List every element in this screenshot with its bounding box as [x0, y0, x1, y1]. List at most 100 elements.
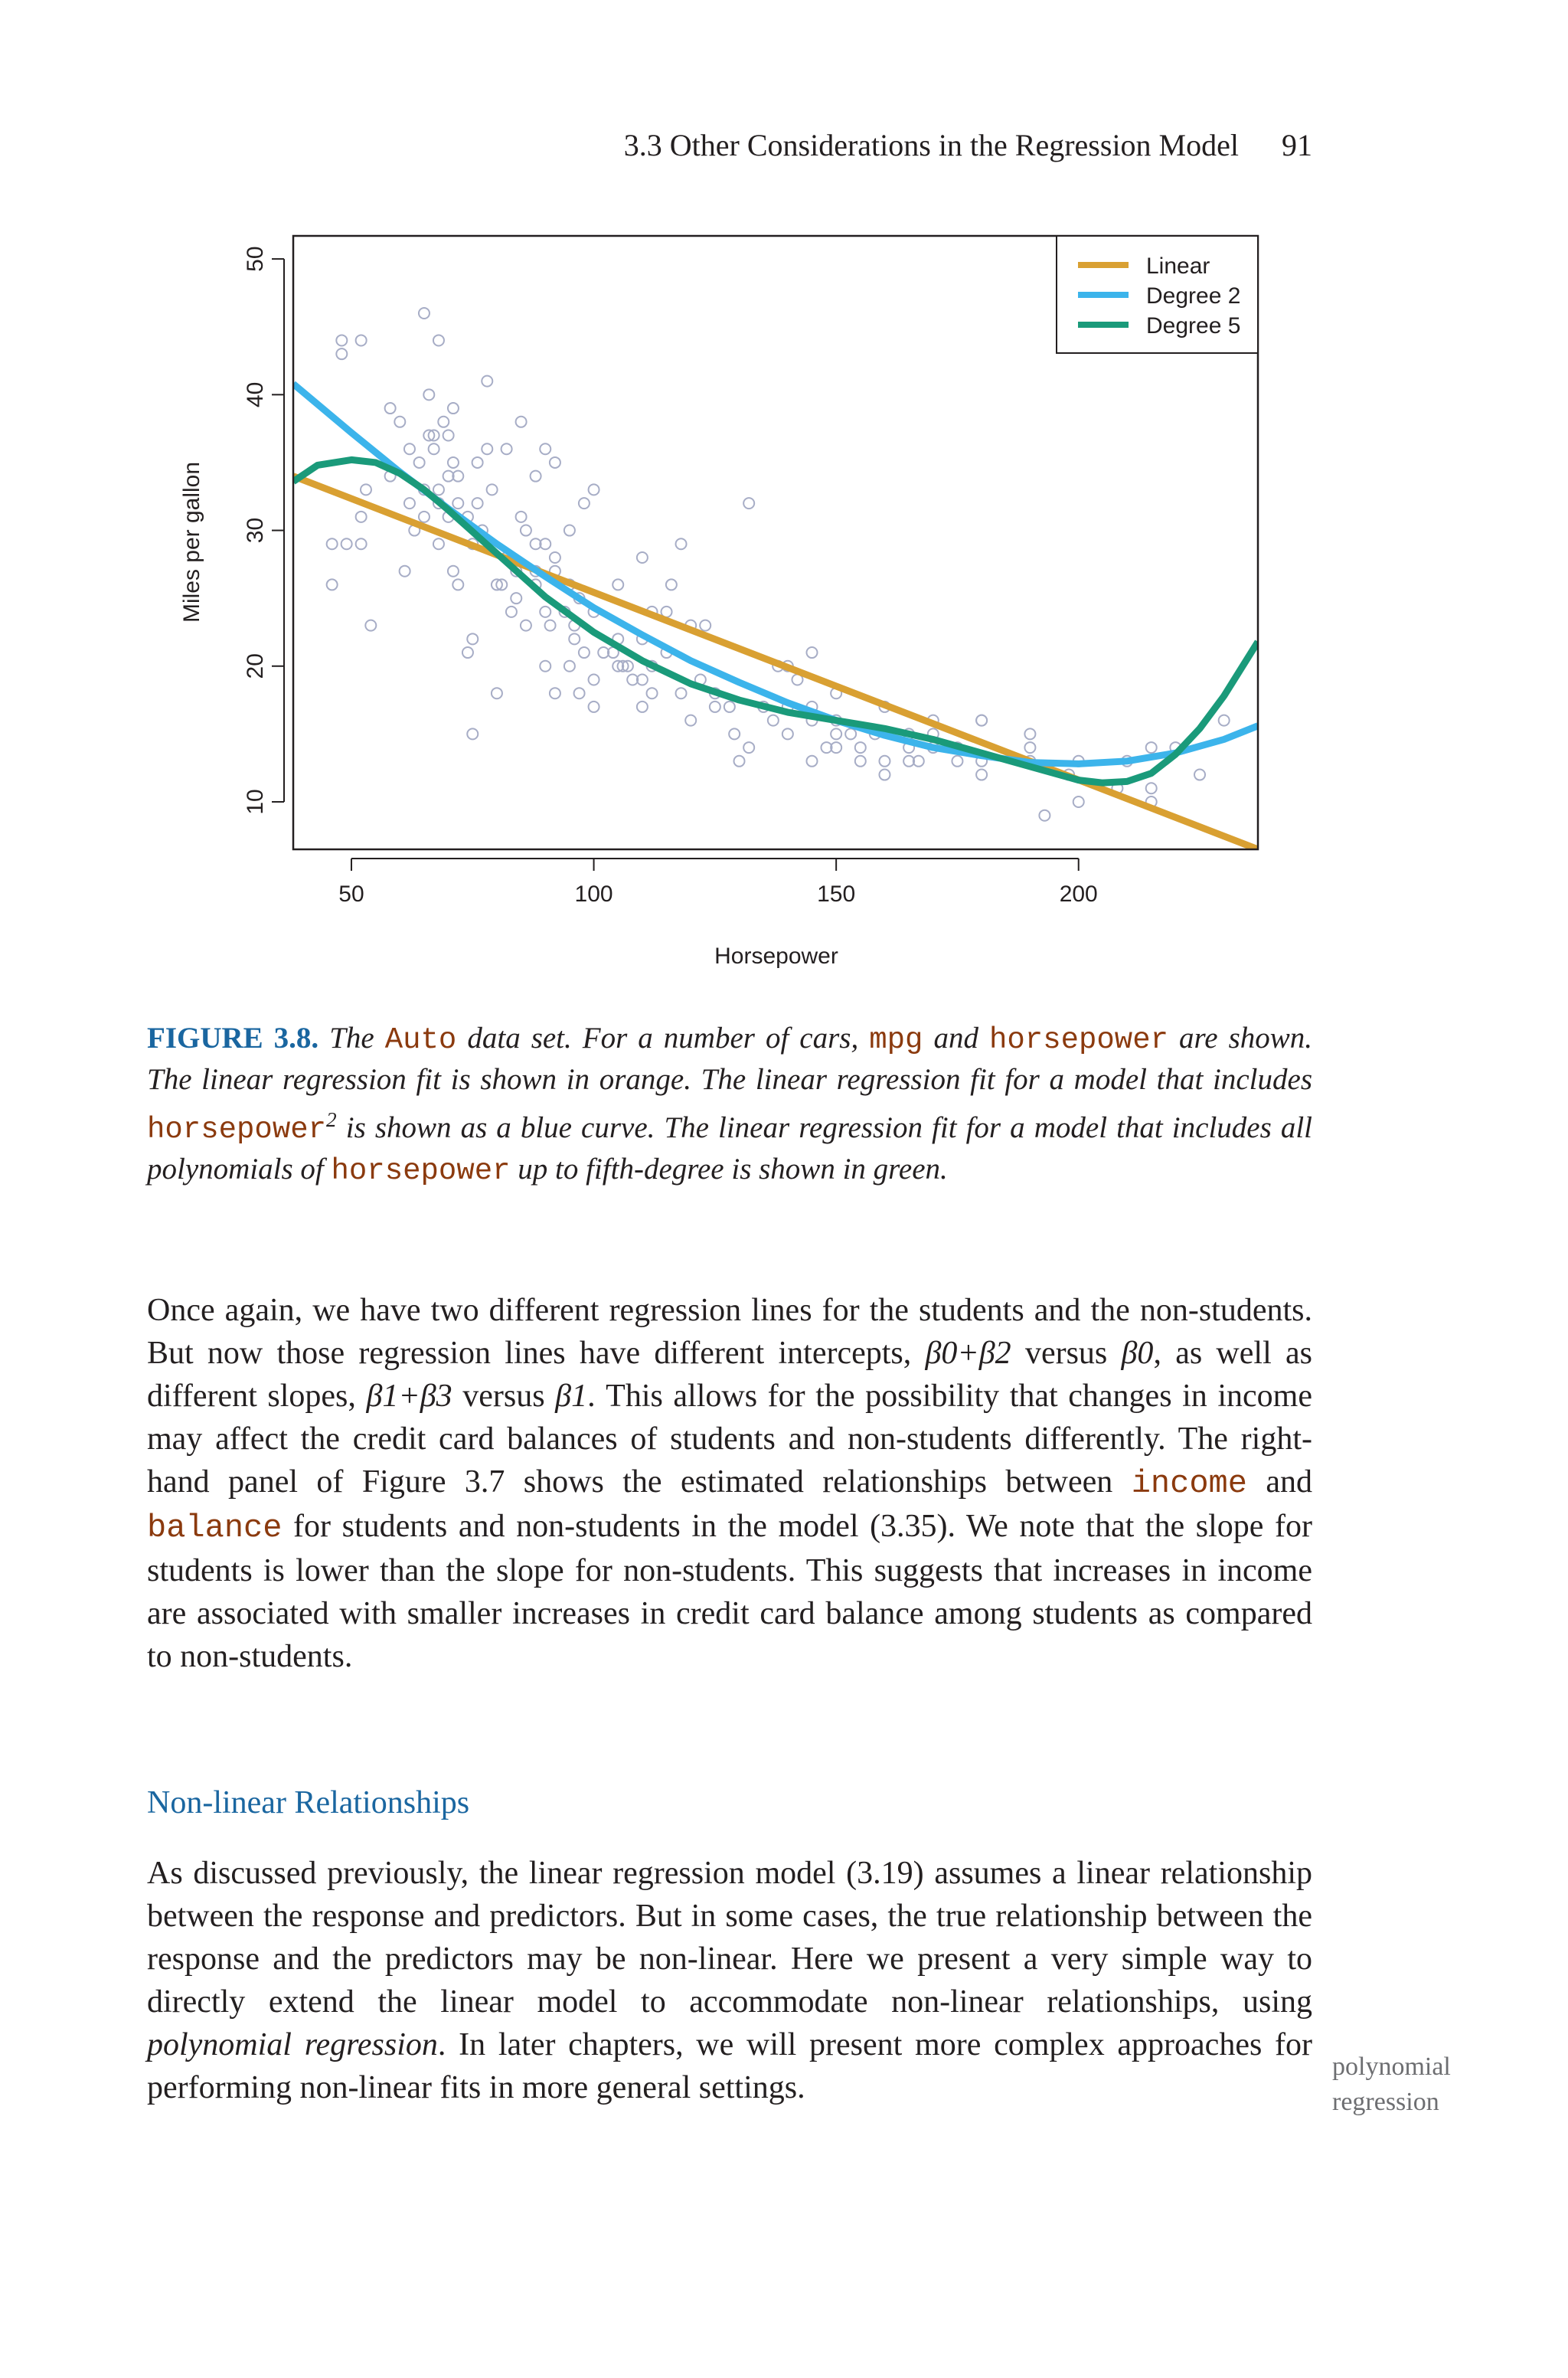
- header-section-title: 3.3 Other Considerations in the Regressi…: [623, 128, 1239, 162]
- data-point: [452, 497, 465, 510]
- data-point: [1145, 741, 1158, 754]
- data-point: [563, 659, 576, 672]
- paragraph-text: Once again, we have two different regres…: [147, 1293, 1312, 1371]
- running-header: 3.3 Other Considerations in the Regressi…: [482, 127, 1312, 163]
- data-point: [423, 429, 436, 442]
- data-point: [466, 728, 479, 741]
- data-point: [461, 646, 474, 659]
- data-point: [612, 578, 625, 591]
- data-point: [500, 443, 513, 456]
- data-point: [335, 348, 348, 361]
- y-tick-label: 20: [243, 653, 268, 679]
- data-point: [452, 578, 465, 591]
- scatter-points: [325, 307, 1230, 822]
- paragraph-text: versus: [1011, 1336, 1122, 1371]
- figure-label: FIGURE 3.8.: [147, 1022, 319, 1055]
- data-point: [481, 375, 494, 388]
- data-point: [743, 497, 756, 510]
- data-point: [529, 538, 542, 551]
- chart-legend: Linear Degree 2 Degree 5: [1056, 235, 1259, 354]
- data-point: [442, 469, 455, 482]
- data-point: [635, 700, 648, 713]
- data-point: [446, 456, 459, 469]
- data-point: [645, 687, 658, 700]
- data-point: [621, 659, 634, 672]
- data-point: [830, 741, 843, 754]
- data-point: [577, 497, 590, 510]
- data-point: [878, 768, 891, 781]
- data-point: [1024, 741, 1037, 754]
- superscript-2: 2: [326, 1108, 337, 1131]
- data-point: [684, 714, 697, 727]
- data-point: [854, 754, 867, 767]
- data-point: [417, 307, 430, 320]
- caption-text: data set. For a number of cars,: [456, 1022, 870, 1055]
- caption-text: and: [923, 1022, 989, 1055]
- data-point: [471, 456, 484, 469]
- data-point: [548, 551, 561, 564]
- data-point: [975, 768, 988, 781]
- data-point: [427, 443, 440, 456]
- data-point: [442, 429, 455, 442]
- math-b1: β1: [555, 1379, 588, 1414]
- data-point: [903, 754, 916, 767]
- paragraph-text: for students and non-students in the mod…: [147, 1509, 1312, 1674]
- data-point: [485, 483, 498, 496]
- section-heading: Non-linear Relationships: [147, 1785, 470, 1820]
- paragraph-text: and: [1246, 1464, 1312, 1500]
- code-horsepower: horsepower: [147, 1113, 327, 1146]
- data-point: [340, 538, 353, 551]
- data-point: [1217, 714, 1230, 727]
- data-point: [733, 754, 746, 767]
- data-point: [452, 469, 465, 482]
- caption-text: is shown as a blue curve. The linear reg…: [147, 1111, 1312, 1186]
- data-point: [514, 510, 528, 523]
- x-axis-label: Horsepower: [714, 944, 838, 969]
- data-point: [820, 741, 833, 754]
- data-point: [539, 605, 552, 618]
- data-point: [384, 402, 397, 415]
- data-point: [539, 538, 552, 551]
- emphasis-polynomial-regression: polynomial regression: [147, 2027, 438, 2062]
- x-tick-label: 150: [817, 882, 855, 907]
- data-point: [699, 619, 712, 632]
- data-point: [728, 728, 741, 741]
- data-point: [568, 633, 581, 646]
- paragraph-students: Once again, we have two different regres…: [147, 1289, 1312, 1678]
- data-point: [548, 687, 561, 700]
- paragraph-text: . This allows for the possibility that c…: [147, 1379, 1312, 1500]
- code-balance: balance: [147, 1510, 283, 1546]
- data-point: [539, 659, 552, 672]
- data-point: [529, 469, 542, 482]
- code-mpg: mpg: [869, 1023, 923, 1057]
- data-point: [830, 728, 843, 741]
- code-horsepower: horsepower: [988, 1023, 1169, 1057]
- data-point: [413, 456, 426, 469]
- data-point: [635, 551, 648, 564]
- data-point: [490, 687, 503, 700]
- figure-3-8-chart: 50 100 150 200 10 20 30 40 50 Horsepower Miles …: [179, 234, 1259, 969]
- data-point: [708, 700, 721, 713]
- data-point: [612, 659, 625, 672]
- margin-note: polynomial regression: [1332, 2049, 1516, 2120]
- y-axis: 10 20 30 40 50: [243, 246, 285, 815]
- data-point: [394, 415, 407, 428]
- data-point: [427, 429, 440, 442]
- legend-label: Degree 2: [1146, 283, 1240, 309]
- data-point: [354, 538, 368, 551]
- paragraph-text: As discussed previously, the linear regr…: [147, 1856, 1312, 2020]
- data-point: [403, 443, 416, 456]
- data-point: [1194, 768, 1207, 781]
- data-point: [446, 402, 459, 415]
- data-point: [354, 334, 368, 347]
- data-point: [481, 443, 494, 456]
- data-point: [471, 497, 484, 510]
- caption-text: are shown. The linear regression fit is …: [147, 1022, 1313, 1096]
- legend-label: Degree 5: [1146, 313, 1240, 339]
- x-axis: 50 100 150 200: [338, 858, 1098, 907]
- data-point: [675, 687, 688, 700]
- data-point: [616, 659, 629, 672]
- data-point: [539, 443, 552, 456]
- math-b0: β0: [1121, 1336, 1154, 1371]
- data-point: [951, 754, 964, 767]
